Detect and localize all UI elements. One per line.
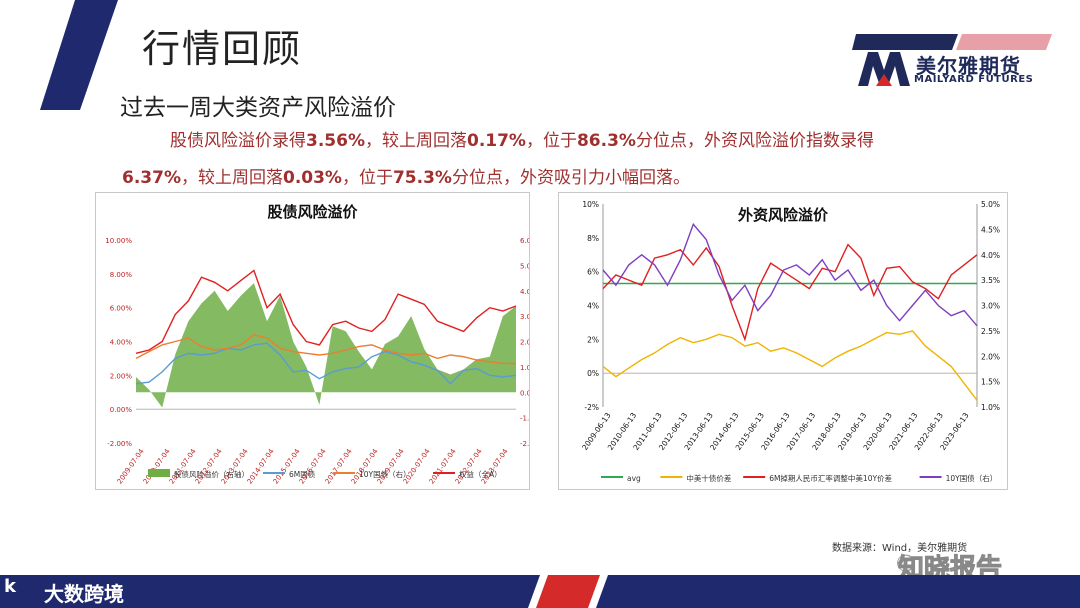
- y-tick-label-right: 4.0%: [981, 251, 1000, 260]
- y-tick-label-right: 1.5%: [981, 378, 1000, 387]
- summary-text: ，较上周回落: [364, 131, 467, 151]
- y-tick-label-left: 8%: [587, 234, 599, 243]
- y-tick-label-right: -1.00%: [520, 415, 529, 423]
- legend-label: 中美十债价差: [686, 473, 731, 483]
- logo-name-en: MAILYARD FUTURES: [914, 74, 1034, 85]
- series-line: [135, 269, 517, 354]
- legend-swatch: [148, 469, 170, 477]
- legend-label: 6M国债: [289, 469, 316, 479]
- summary-text: 股债风险溢价录得: [170, 131, 306, 151]
- page-subtitle: 过去一周大类资产风险溢价: [120, 95, 396, 121]
- y-tick-label-right: 6.00%: [520, 237, 529, 245]
- x-tick-label: 2023-07-04: [480, 447, 510, 485]
- y-tick-label-left: 6%: [587, 268, 599, 277]
- y-tick-label-right: 5.0%: [981, 200, 1000, 209]
- summary-value: 86.3%: [576, 131, 636, 151]
- series-line: [602, 243, 978, 342]
- y-tick-label-right: 1.0%: [981, 403, 1000, 412]
- summary-value: 0.17%: [466, 131, 526, 151]
- summary-value: 0.03%: [282, 168, 342, 188]
- y-tick-label-right: 4.00%: [520, 288, 529, 296]
- y-tick-label-left: 0%: [587, 369, 599, 378]
- series-line: [602, 330, 978, 401]
- chart-stock-bond-svg: 股债风险溢价 10.00% 8.00% 6.00% 4.00% 2.00% 0.00% -2.…: [105, 203, 545, 485]
- legend-label: avg: [627, 474, 641, 483]
- legend-label: 权益（全A）: [459, 469, 502, 479]
- decorative-stripe: [40, 0, 118, 110]
- summary-value: 3.56%: [306, 131, 365, 151]
- summary-line-1: 股债风险溢价录得3.56%，较上周回落0.17%，位于86.3%分位点，外资风险…: [170, 126, 874, 151]
- y-tick-label-right: 3.00%: [520, 313, 529, 321]
- y-tick-label-right: 2.0%: [981, 352, 1000, 361]
- y-tick-label-left: 8.00%: [110, 271, 133, 279]
- y-tick-label-right: 5.00%: [520, 262, 529, 270]
- y-tick-label-left: 2%: [587, 335, 599, 344]
- wechat-icon: ❍: [896, 552, 916, 577]
- series-line: [602, 222, 978, 327]
- y-tick-label-left: 4%: [587, 302, 599, 311]
- summary-text: ，位于: [341, 168, 393, 188]
- y-tick-label-left: 10.00%: [105, 237, 132, 245]
- data-source: 数据来源：Wind，美尔雅期货: [832, 543, 968, 554]
- logo-name-cn: 美尔雅期货: [916, 54, 1021, 78]
- summary-text: 分位点，外资吸引力小幅回落。: [451, 168, 690, 188]
- y-tick-label-left: 4.00%: [110, 339, 133, 347]
- y-tick-label-left: 2.00%: [110, 372, 133, 380]
- chart-foreign-premium: 外资风险溢价 10% 8% 6% 4% 2% 0% -2% 5.0% 4.5% 4.0% 3.5% 3.…: [558, 192, 1008, 490]
- bottom-bar: [0, 575, 1080, 608]
- y-tick-label-right: -2.00%: [520, 440, 529, 448]
- y-tick-label-right: 1.00%: [520, 364, 529, 372]
- legend-label: 10Y国债（右）: [946, 473, 998, 483]
- logo-bars: [852, 34, 1052, 50]
- y-tick-label-left: 6.00%: [110, 305, 133, 313]
- summary-line-2: 6.37%，较上周回落0.03%，位于75.3%分位点，外资吸引力小幅回落。: [122, 163, 690, 188]
- summary-value: 6.37%: [122, 168, 181, 188]
- y-tick-label-right: 0.00%: [520, 389, 529, 397]
- summary-text: ，位于: [525, 131, 577, 151]
- y-tick-label-right: 3.5%: [981, 276, 1000, 285]
- series-area: [136, 283, 516, 408]
- y-tick-label-right: 4.5%: [981, 225, 1000, 234]
- page-title: 行情回顾: [142, 27, 303, 71]
- watermark-dashu: 大数跨境: [44, 582, 124, 606]
- legend-label: 10Y国债（右）: [359, 469, 411, 479]
- summary-text: 分位点，外资风险溢价指数录得: [635, 131, 874, 151]
- chart-title: 股债风险溢价: [267, 203, 358, 221]
- legend-label: 股债风险溢价（右轴）: [174, 469, 249, 479]
- summary-text: ，较上周回落: [180, 168, 283, 188]
- chart-foreign-svg: 外资风险溢价 10% 8% 6% 4% 2% 0% -2% 5.0% 4.5% 4.0% 3.5% 3.…: [580, 200, 1000, 483]
- legend-label: 6M掉期人民币汇率调整中美10Y价差: [769, 473, 892, 483]
- watermark-k-logo: k: [4, 576, 16, 597]
- chart-stock-bond-premium: 股债风险溢价 10.00% 8.00% 6.00% 4.00% 2.00% 0.00% -2.…: [95, 192, 545, 490]
- logo-mark-icon: [858, 52, 910, 86]
- series-line: [135, 333, 516, 365]
- y-tick-label-left: 10%: [582, 200, 599, 209]
- summary-value: 75.3%: [392, 168, 452, 188]
- y-tick-label-right: 3.0%: [981, 302, 1000, 311]
- chart-title: 外资风险溢价: [737, 206, 829, 224]
- y-tick-label-left: -2.00%: [107, 440, 132, 448]
- y-tick-label-left: 0.00%: [110, 406, 133, 414]
- y-tick-label-right: 2.5%: [981, 327, 1000, 336]
- y-tick-label-right: 2.00%: [520, 339, 529, 347]
- y-tick-label-left: -2%: [584, 403, 599, 412]
- series-line: [135, 342, 517, 385]
